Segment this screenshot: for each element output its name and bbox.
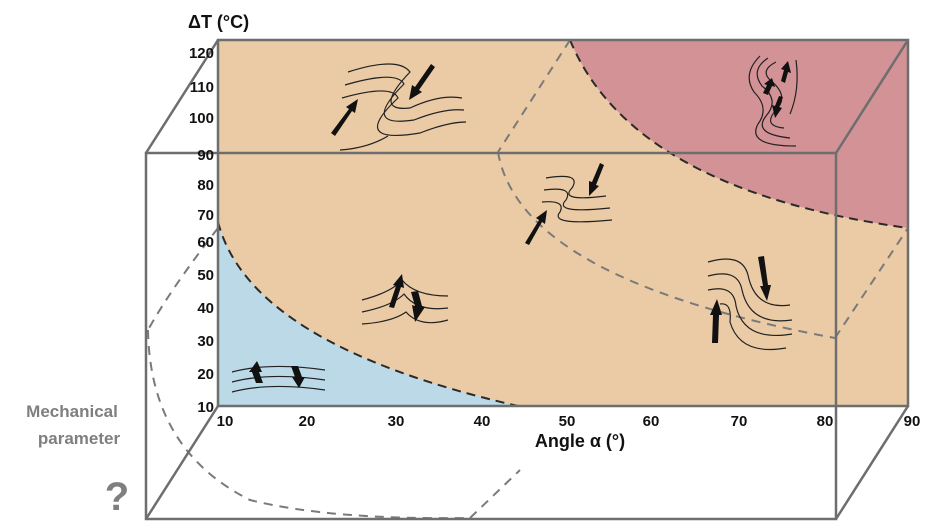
x-tick: 50 — [559, 413, 576, 430]
y-tick: 100 — [189, 110, 214, 127]
x-axis-ticks: 10 20 30 40 50 60 70 80 90 — [217, 413, 921, 430]
x-tick: 20 — [299, 413, 316, 430]
y-tick: 20 — [197, 366, 214, 383]
x-tick: 70 — [731, 413, 748, 430]
x-tick: 90 — [904, 413, 921, 430]
x-tick: 30 — [388, 413, 405, 430]
perspective-box — [144, 38, 910, 521]
y-tick: 50 — [197, 267, 214, 284]
y-tick: 30 — [197, 333, 214, 350]
region-low — [218, 222, 518, 406]
depth-boundaries — [147, 39, 909, 520]
y-axis-ticks: 10 20 30 40 50 60 70 80 90 100 110 120 — [189, 45, 214, 416]
depth-axis-label-line2: parameter — [38, 429, 121, 448]
regime-regions — [218, 40, 908, 406]
y-tick: 80 — [197, 177, 214, 194]
y-tick: 120 — [189, 45, 214, 62]
x-axis-title: Angle α (°) — [535, 431, 625, 451]
depth-axis-label-line1: Mechanical — [26, 402, 118, 421]
y-tick: 60 — [197, 234, 214, 251]
x-tick: 80 — [817, 413, 834, 430]
y-axis-title: ΔT (°C) — [188, 12, 249, 32]
boundary-low — [217, 221, 519, 407]
y-tick: 110 — [190, 79, 214, 96]
slip-arrows — [249, 61, 791, 388]
y-tick: 10 — [197, 399, 214, 416]
unknown-parameter-mark: ? — [105, 475, 129, 519]
x-tick: 60 — [643, 413, 660, 430]
fold-sketches — [231, 55, 798, 393]
region-high — [570, 40, 908, 228]
x-tick: 40 — [474, 413, 491, 430]
y-tick: 40 — [197, 300, 214, 317]
y-tick: 70 — [197, 207, 214, 224]
boundary-high — [569, 39, 909, 229]
x-tick: 10 — [217, 413, 234, 430]
y-tick: 90 — [197, 147, 214, 164]
